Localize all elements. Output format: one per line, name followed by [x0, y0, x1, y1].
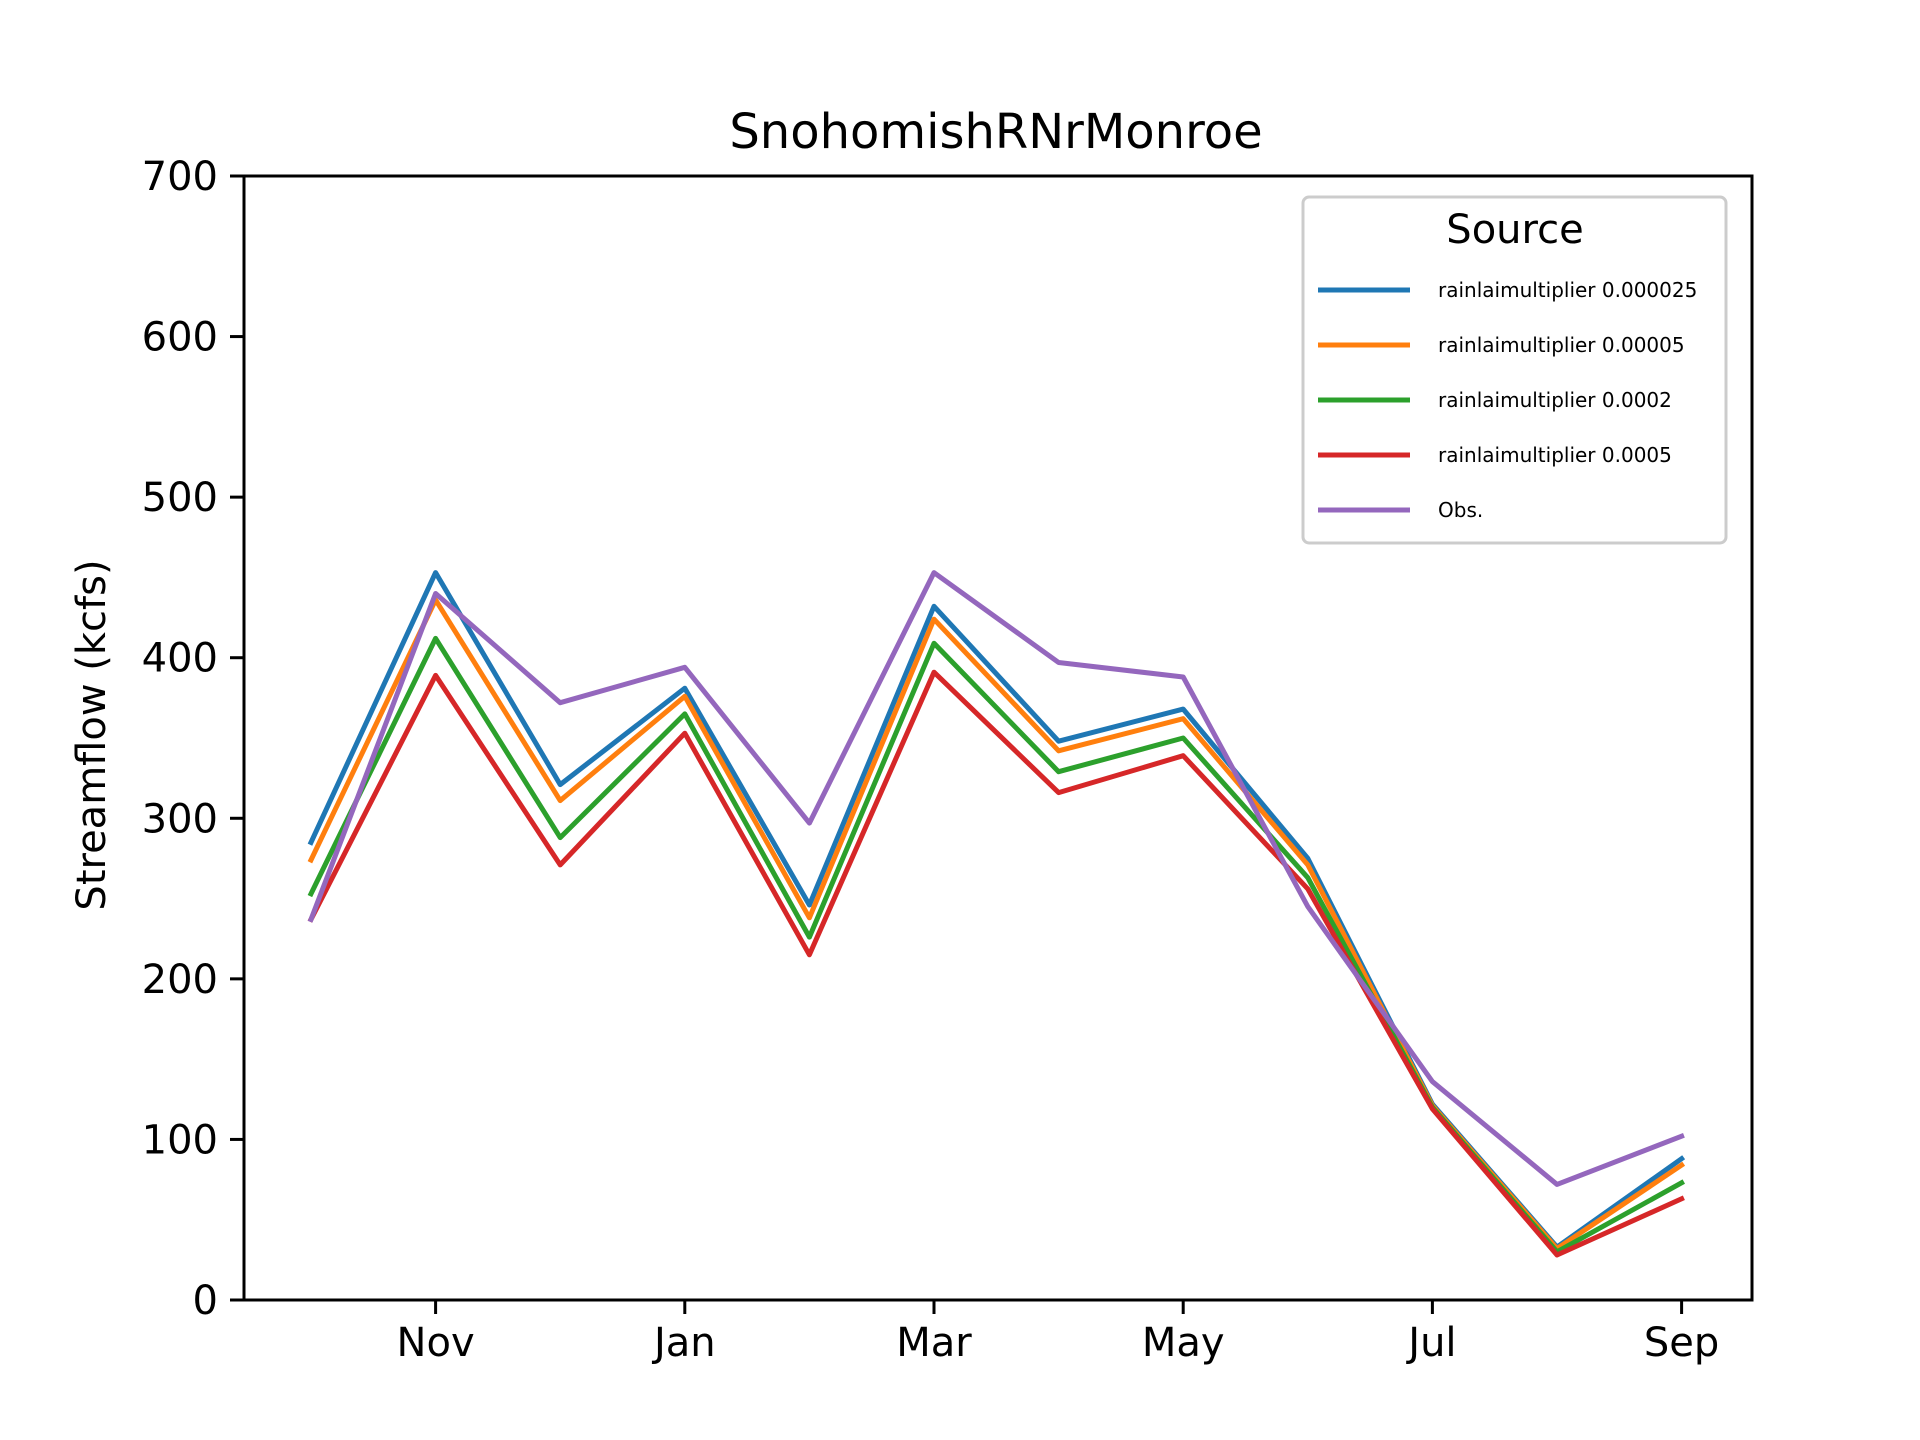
legend-items: rainlaimultiplier 0.000025 rainlaimultipl…	[1318, 278, 1697, 522]
x-tick-label-jul: Jul	[1405, 1320, 1456, 1366]
y-tick-label-300: 300	[142, 796, 218, 842]
series-line-4	[307, 570, 1685, 1187]
x-tick-label-mar: Mar	[896, 1320, 972, 1366]
x-tick-label-sep: Sep	[1644, 1320, 1719, 1366]
y-tick-label-400: 400	[142, 636, 218, 682]
legend-label-3: rainlaimultiplier 0.0005	[1438, 443, 1672, 467]
legend-label-0: rainlaimultiplier 0.000025	[1438, 278, 1697, 302]
y-tick-label-200: 200	[142, 957, 218, 1003]
x-tick-label-jan: Jan	[651, 1320, 716, 1366]
plot-area: 0 100 200 300 400 500 600 700 Nov Jan Mar May Jul Sep	[142, 154, 1754, 1366]
y-axis-label: Streamflow (kcfs)	[69, 559, 115, 910]
legend: Source rainlaimultiplier 0.000025rainlai…	[1301, 195, 1728, 545]
chart-title: SnohomishRNrMonroe	[729, 104, 1262, 160]
y-tick-label-700: 700	[142, 154, 218, 200]
legend-label-4: Obs.	[1438, 498, 1483, 522]
legend-title: Source	[1446, 207, 1583, 253]
y-tick-label-600: 600	[142, 315, 218, 361]
x-tick-label-may: May	[1142, 1320, 1225, 1366]
y-tick-label-100: 100	[142, 1117, 218, 1163]
x-tick-label-nov: Nov	[397, 1320, 475, 1366]
legend-label-1: rainlaimultiplier 0.00005	[1438, 333, 1685, 357]
series-line-3	[307, 669, 1685, 1258]
axes-frame	[242, 174, 1754, 1302]
y-tick-label-500: 500	[142, 475, 218, 521]
y-tick-label-0: 0	[193, 1278, 218, 1324]
legend-label-2: rainlaimultiplier 0.0002	[1438, 388, 1672, 412]
